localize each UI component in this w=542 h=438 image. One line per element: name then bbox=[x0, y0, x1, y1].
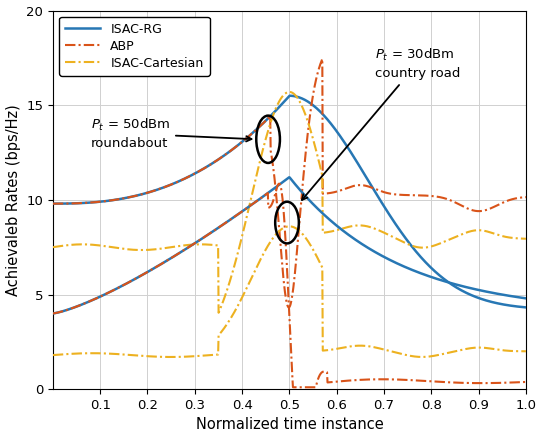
ISAC-Cartesian bbox=[98, 243, 105, 248]
ABP bbox=[49, 201, 56, 206]
ISAC-Cartesian bbox=[49, 244, 56, 250]
ISAC-RG bbox=[98, 199, 105, 204]
Line: ABP: ABP bbox=[53, 59, 526, 307]
ABP bbox=[286, 305, 292, 310]
Y-axis label: Achievaleb Rates (bps/Hz): Achievaleb Rates (bps/Hz) bbox=[5, 104, 21, 296]
Text: $P_t$ = 50dBm
roundabout: $P_t$ = 50dBm roundabout bbox=[91, 117, 251, 150]
ABP bbox=[522, 194, 529, 200]
ISAC-Cartesian bbox=[428, 244, 435, 249]
ISAC-RG bbox=[375, 194, 382, 200]
ABP bbox=[258, 123, 264, 128]
ISAC-RG bbox=[419, 256, 425, 261]
ISAC-RG bbox=[49, 201, 56, 206]
ISAC-Cartesian bbox=[420, 245, 426, 250]
ISAC-Cartesian bbox=[241, 223, 248, 228]
ABP bbox=[420, 193, 426, 198]
ISAC-Cartesian bbox=[259, 152, 265, 157]
ISAC-Cartesian bbox=[286, 89, 292, 95]
Legend: ISAC-RG, ABP, ISAC-Cartesian: ISAC-RG, ABP, ISAC-Cartesian bbox=[59, 17, 210, 76]
ABP bbox=[376, 188, 382, 193]
Line: ISAC-RG: ISAC-RG bbox=[53, 96, 526, 307]
ISAC-RG bbox=[522, 305, 529, 310]
ABP bbox=[98, 199, 105, 204]
ISAC-Cartesian bbox=[215, 310, 222, 315]
ISAC-Cartesian bbox=[376, 228, 382, 233]
ISAC-RG bbox=[241, 138, 247, 143]
ISAC-RG bbox=[428, 265, 434, 270]
Text: $P_t$ = 30dBm
country road: $P_t$ = 30dBm country road bbox=[302, 47, 460, 200]
ISAC-Cartesian bbox=[522, 236, 529, 241]
X-axis label: Normalized time instance: Normalized time instance bbox=[196, 417, 383, 432]
ISAC-RG bbox=[286, 93, 293, 99]
Line: ISAC-Cartesian: ISAC-Cartesian bbox=[53, 92, 526, 313]
ABP bbox=[319, 56, 326, 61]
ABP bbox=[241, 138, 247, 143]
ISAC-RG bbox=[258, 123, 264, 128]
ABP bbox=[428, 193, 435, 198]
